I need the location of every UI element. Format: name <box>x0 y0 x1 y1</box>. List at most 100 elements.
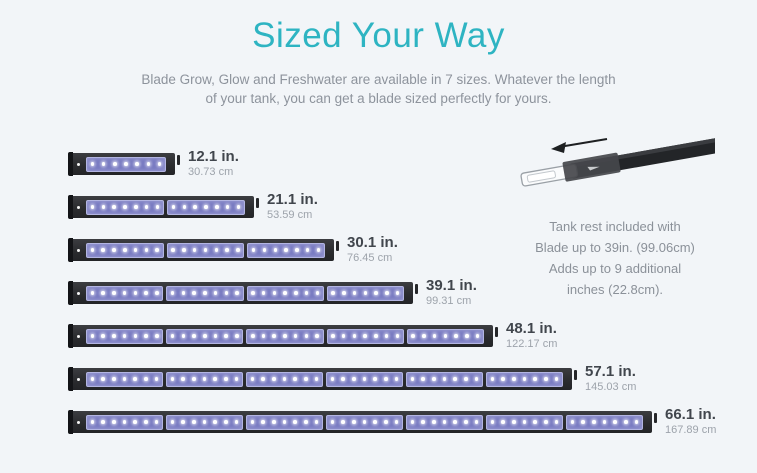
led-dot <box>341 334 346 338</box>
led-dot <box>304 420 308 424</box>
led-dot <box>122 420 127 424</box>
blade-row: 21.1 in. 53.59 cm <box>68 192 716 221</box>
led-segment <box>326 371 403 387</box>
blade-row: 57.1 in. 145.03 cm <box>68 364 716 393</box>
led-dot <box>410 420 415 424</box>
led-dot <box>90 377 95 381</box>
led-segment <box>246 285 324 301</box>
tank-rest-illustration <box>520 134 715 187</box>
led-dot <box>133 291 138 295</box>
led-dot <box>384 334 389 338</box>
led-segment <box>326 285 404 301</box>
led-segment <box>86 242 164 258</box>
blade-bar <box>68 324 498 348</box>
led-dot <box>421 420 425 424</box>
led-dot <box>214 248 218 252</box>
led-dot <box>272 334 276 338</box>
led-dot <box>155 334 159 338</box>
led-dot <box>544 377 548 381</box>
led-dot <box>315 291 320 295</box>
led-segment <box>406 371 483 387</box>
led-dot <box>352 291 357 295</box>
led-dot <box>341 377 345 381</box>
led-segment <box>246 371 323 387</box>
led-dot <box>90 162 95 166</box>
size-label: 12.1 in. 30.73 cm <box>188 149 239 179</box>
size-label: 30.1 in. 76.45 cm <box>347 235 398 265</box>
led-dot <box>282 420 287 424</box>
led-dot <box>352 377 356 381</box>
led-dot <box>522 420 527 424</box>
led-segment <box>86 414 163 430</box>
tank-rest-note: Tank rest included with Blade up to 39in… <box>503 216 727 300</box>
led-dot <box>501 420 505 424</box>
led-dot <box>304 291 309 295</box>
power-indicator-dot <box>77 377 80 381</box>
led-segment <box>86 285 164 301</box>
led-segments <box>86 242 326 258</box>
blade-end-cap <box>68 281 73 305</box>
led-dot <box>251 334 255 338</box>
led-dot <box>112 334 116 338</box>
led-segment <box>486 414 563 430</box>
led-dot <box>282 377 287 381</box>
subtitle-line-1: Blade Grow, Glow and Freshwater are avai… <box>141 72 616 87</box>
led-dot <box>554 420 559 424</box>
blade-end-cap <box>68 324 73 348</box>
blade-bar <box>68 238 339 262</box>
power-indicator-dot <box>77 248 80 252</box>
led-dot <box>314 420 319 424</box>
power-indicator-dot <box>77 334 80 338</box>
led-dot <box>533 377 537 381</box>
led-segment <box>246 414 323 430</box>
led-dot <box>394 377 399 381</box>
led-dot <box>123 248 127 252</box>
clamp-latch-shape <box>587 166 600 171</box>
led-dot <box>101 162 106 166</box>
subtitle-line-2: of your tank, you can get a blade sized … <box>205 91 552 106</box>
led-dot <box>213 420 217 424</box>
led-dot <box>330 377 335 381</box>
led-dot <box>443 334 448 338</box>
led-dot <box>225 248 229 252</box>
led-dot <box>395 291 400 295</box>
led-dot <box>181 334 186 338</box>
led-dot <box>170 334 175 338</box>
led-dot <box>202 377 207 381</box>
led-dot <box>373 377 377 381</box>
size-label-inches: 57.1 in. <box>585 363 636 380</box>
led-dot <box>101 291 105 295</box>
led-dot <box>331 291 335 295</box>
led-dot <box>90 248 95 252</box>
led-segments <box>86 328 485 344</box>
led-dot <box>154 420 159 424</box>
led-dot <box>213 291 218 295</box>
led-dot <box>490 420 495 424</box>
led-dot <box>293 334 298 338</box>
led-dot <box>144 248 149 252</box>
led-dot <box>154 377 159 381</box>
led-dot <box>182 205 187 209</box>
led-dot <box>490 377 495 381</box>
led-segments <box>86 285 404 301</box>
power-indicator-dot <box>77 291 80 295</box>
led-dot <box>170 291 175 295</box>
led-dot <box>101 205 106 209</box>
led-dot <box>181 291 186 295</box>
led-dot <box>204 205 208 209</box>
led-dot <box>395 334 400 338</box>
led-segment <box>166 328 244 344</box>
led-dot <box>101 334 105 338</box>
led-dot <box>272 420 276 424</box>
led-dot <box>261 334 266 338</box>
led-dot <box>236 205 241 209</box>
led-segment <box>86 328 164 344</box>
led-dot <box>235 334 239 338</box>
blade-row: 48.1 in. 122.17 cm <box>68 321 716 350</box>
led-dot <box>411 334 415 338</box>
mount-notch <box>495 327 498 337</box>
led-dot <box>352 420 356 424</box>
tank-rest-note-line-3: Adds up to 9 additional <box>548 261 682 276</box>
led-segment <box>166 285 244 301</box>
